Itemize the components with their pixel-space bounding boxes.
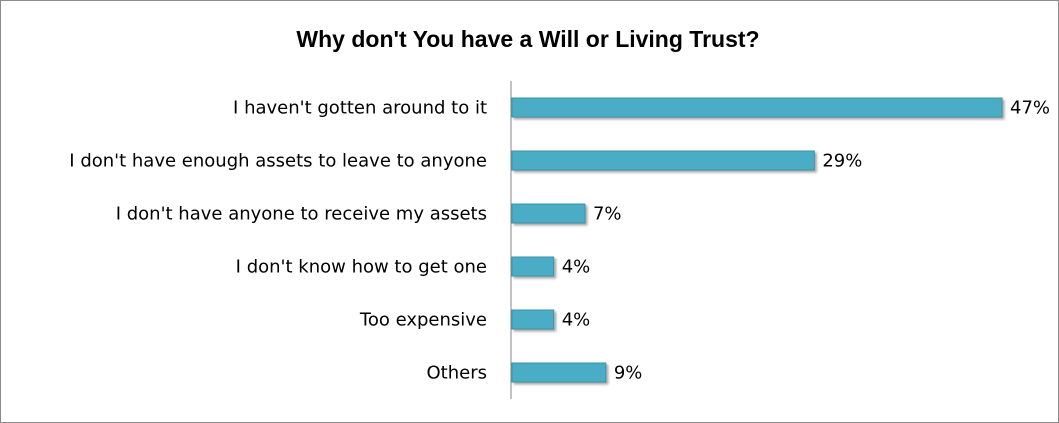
- category-label: I don't have anyone to receive my assets: [116, 204, 487, 225]
- data-label: 7%: [593, 204, 622, 225]
- bar: [511, 203, 586, 224]
- category-label: Too expensive: [359, 310, 487, 331]
- data-label: 29%: [822, 151, 862, 172]
- category-label: Others: [427, 363, 488, 384]
- bar: [511, 362, 607, 383]
- bars-layer: I haven't gotten around to it 47% I don't …: [69, 97, 1050, 384]
- data-label: 9%: [614, 363, 643, 384]
- bar: [511, 256, 555, 277]
- category-label: I don't know how to get one: [236, 257, 487, 278]
- category-label: I don't have enough assets to leave to a…: [69, 151, 487, 172]
- category-label: I haven't gotten around to it: [233, 98, 487, 119]
- data-label: 4%: [562, 257, 591, 278]
- bar: [511, 150, 815, 171]
- data-label: 47%: [1010, 98, 1050, 119]
- chart-title: Why don't You have a Will or Living Trus…: [296, 26, 759, 52]
- data-label: 4%: [562, 310, 591, 331]
- bar: [511, 97, 1003, 118]
- bar: [511, 309, 555, 330]
